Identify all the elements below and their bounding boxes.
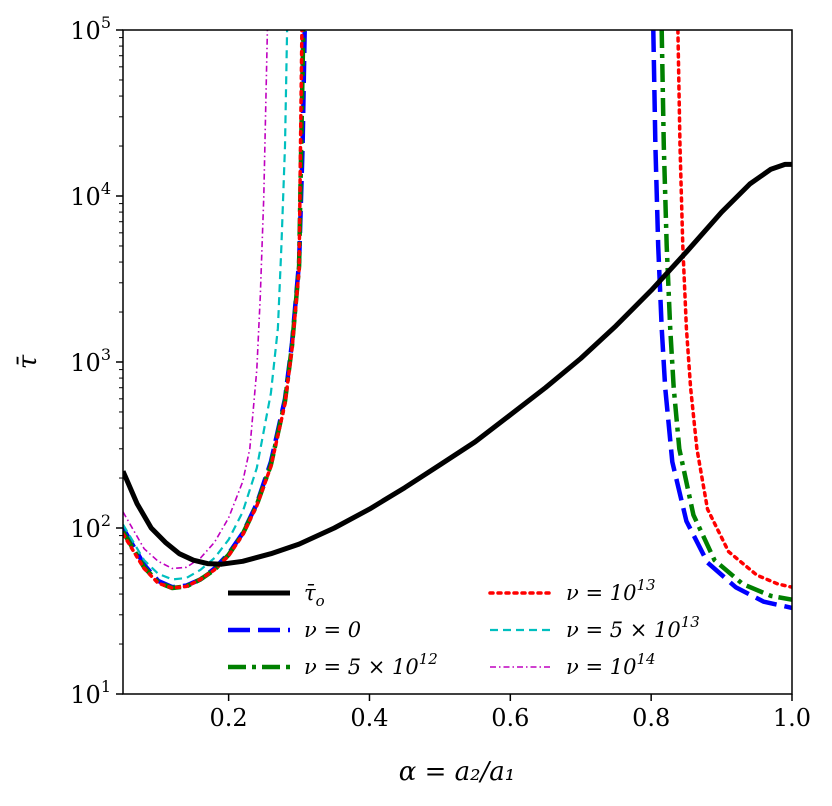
series-line-1-segment-1 [651,30,792,611]
legend-label: ν = 0 [304,618,361,642]
y-tick-label: 101 [70,677,111,709]
legend: τ̄o ν = 1013 ν = 0 ν = 5 × 1013 ν = 5 × 1012… [228,576,700,679]
series-layer [123,30,792,611]
legend-label: ν = 1014 [566,650,656,679]
y-tick-label: 103 [70,345,111,377]
series-line-3-segment-1 [676,30,792,589]
series-line-0-segment-0 [123,161,792,567]
series-line-5-segment-0 [123,30,269,570]
y-axis-label: τ̄ [13,354,43,369]
y-tick-label: 104 [70,179,111,211]
series-line-3-segment-0 [123,30,304,590]
x-tick-label: 0.8 [632,704,670,732]
legend-label: τ̄o [304,581,325,610]
x-axis-label: α = a₂/a₁ [399,757,515,787]
legend-label: ν = 1013 [566,576,656,605]
series-line-4-segment-0 [123,30,289,581]
ticks-layer: 0.2 0.4 0.6 0.8 1.0 101 102 103 104 105 [70,13,811,732]
legend-label: ν = 5 × 1012 [304,650,438,679]
x-tick-label: 1.0 [773,704,811,732]
x-tick-label: 0.6 [491,704,529,732]
y-tick-label: 102 [70,511,111,543]
y-tick-label: 105 [70,13,111,45]
x-tick-label: 0.2 [210,704,248,732]
x-tick-label: 0.4 [350,704,388,732]
legend-label: ν = 5 × 1013 [566,613,700,642]
series-line-2-segment-1 [659,30,792,602]
